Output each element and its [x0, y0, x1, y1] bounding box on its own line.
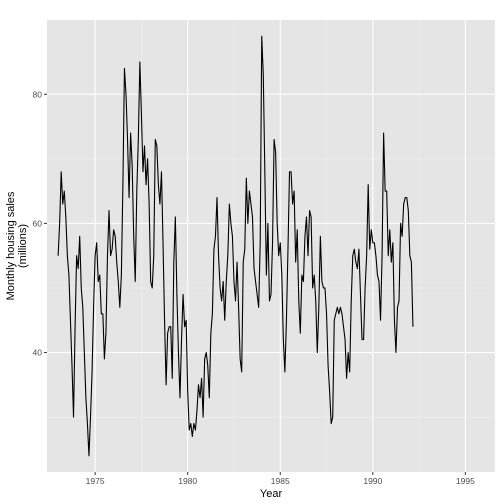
y-tick-label: 60: [33, 218, 43, 228]
x-tick-label: 1980: [178, 476, 197, 486]
x-axis-title: Year: [260, 488, 283, 500]
y-axis-title-line-2: (millions): [17, 224, 29, 268]
y-tick-label: 40: [33, 348, 43, 358]
major-gridlines: [47, 20, 495, 472]
x-axis-ticks: 1975 1980 1985 1990 1995: [86, 472, 475, 486]
x-tick-label: 1990: [363, 476, 382, 486]
x-tick-label: 1985: [271, 476, 290, 486]
y-axis-title: Monthly housing sales (millions): [5, 191, 29, 300]
plot-panel: [47, 20, 495, 472]
y-axis-ticks: 40 60 80: [33, 89, 47, 358]
x-tick-label: 1995: [456, 476, 475, 486]
x-tick-label: 1975: [86, 476, 105, 486]
housing-sales-line: [57, 35, 414, 457]
y-axis-title-line-1: Monthly housing sales: [5, 191, 17, 300]
y-tick-label: 80: [33, 89, 43, 99]
